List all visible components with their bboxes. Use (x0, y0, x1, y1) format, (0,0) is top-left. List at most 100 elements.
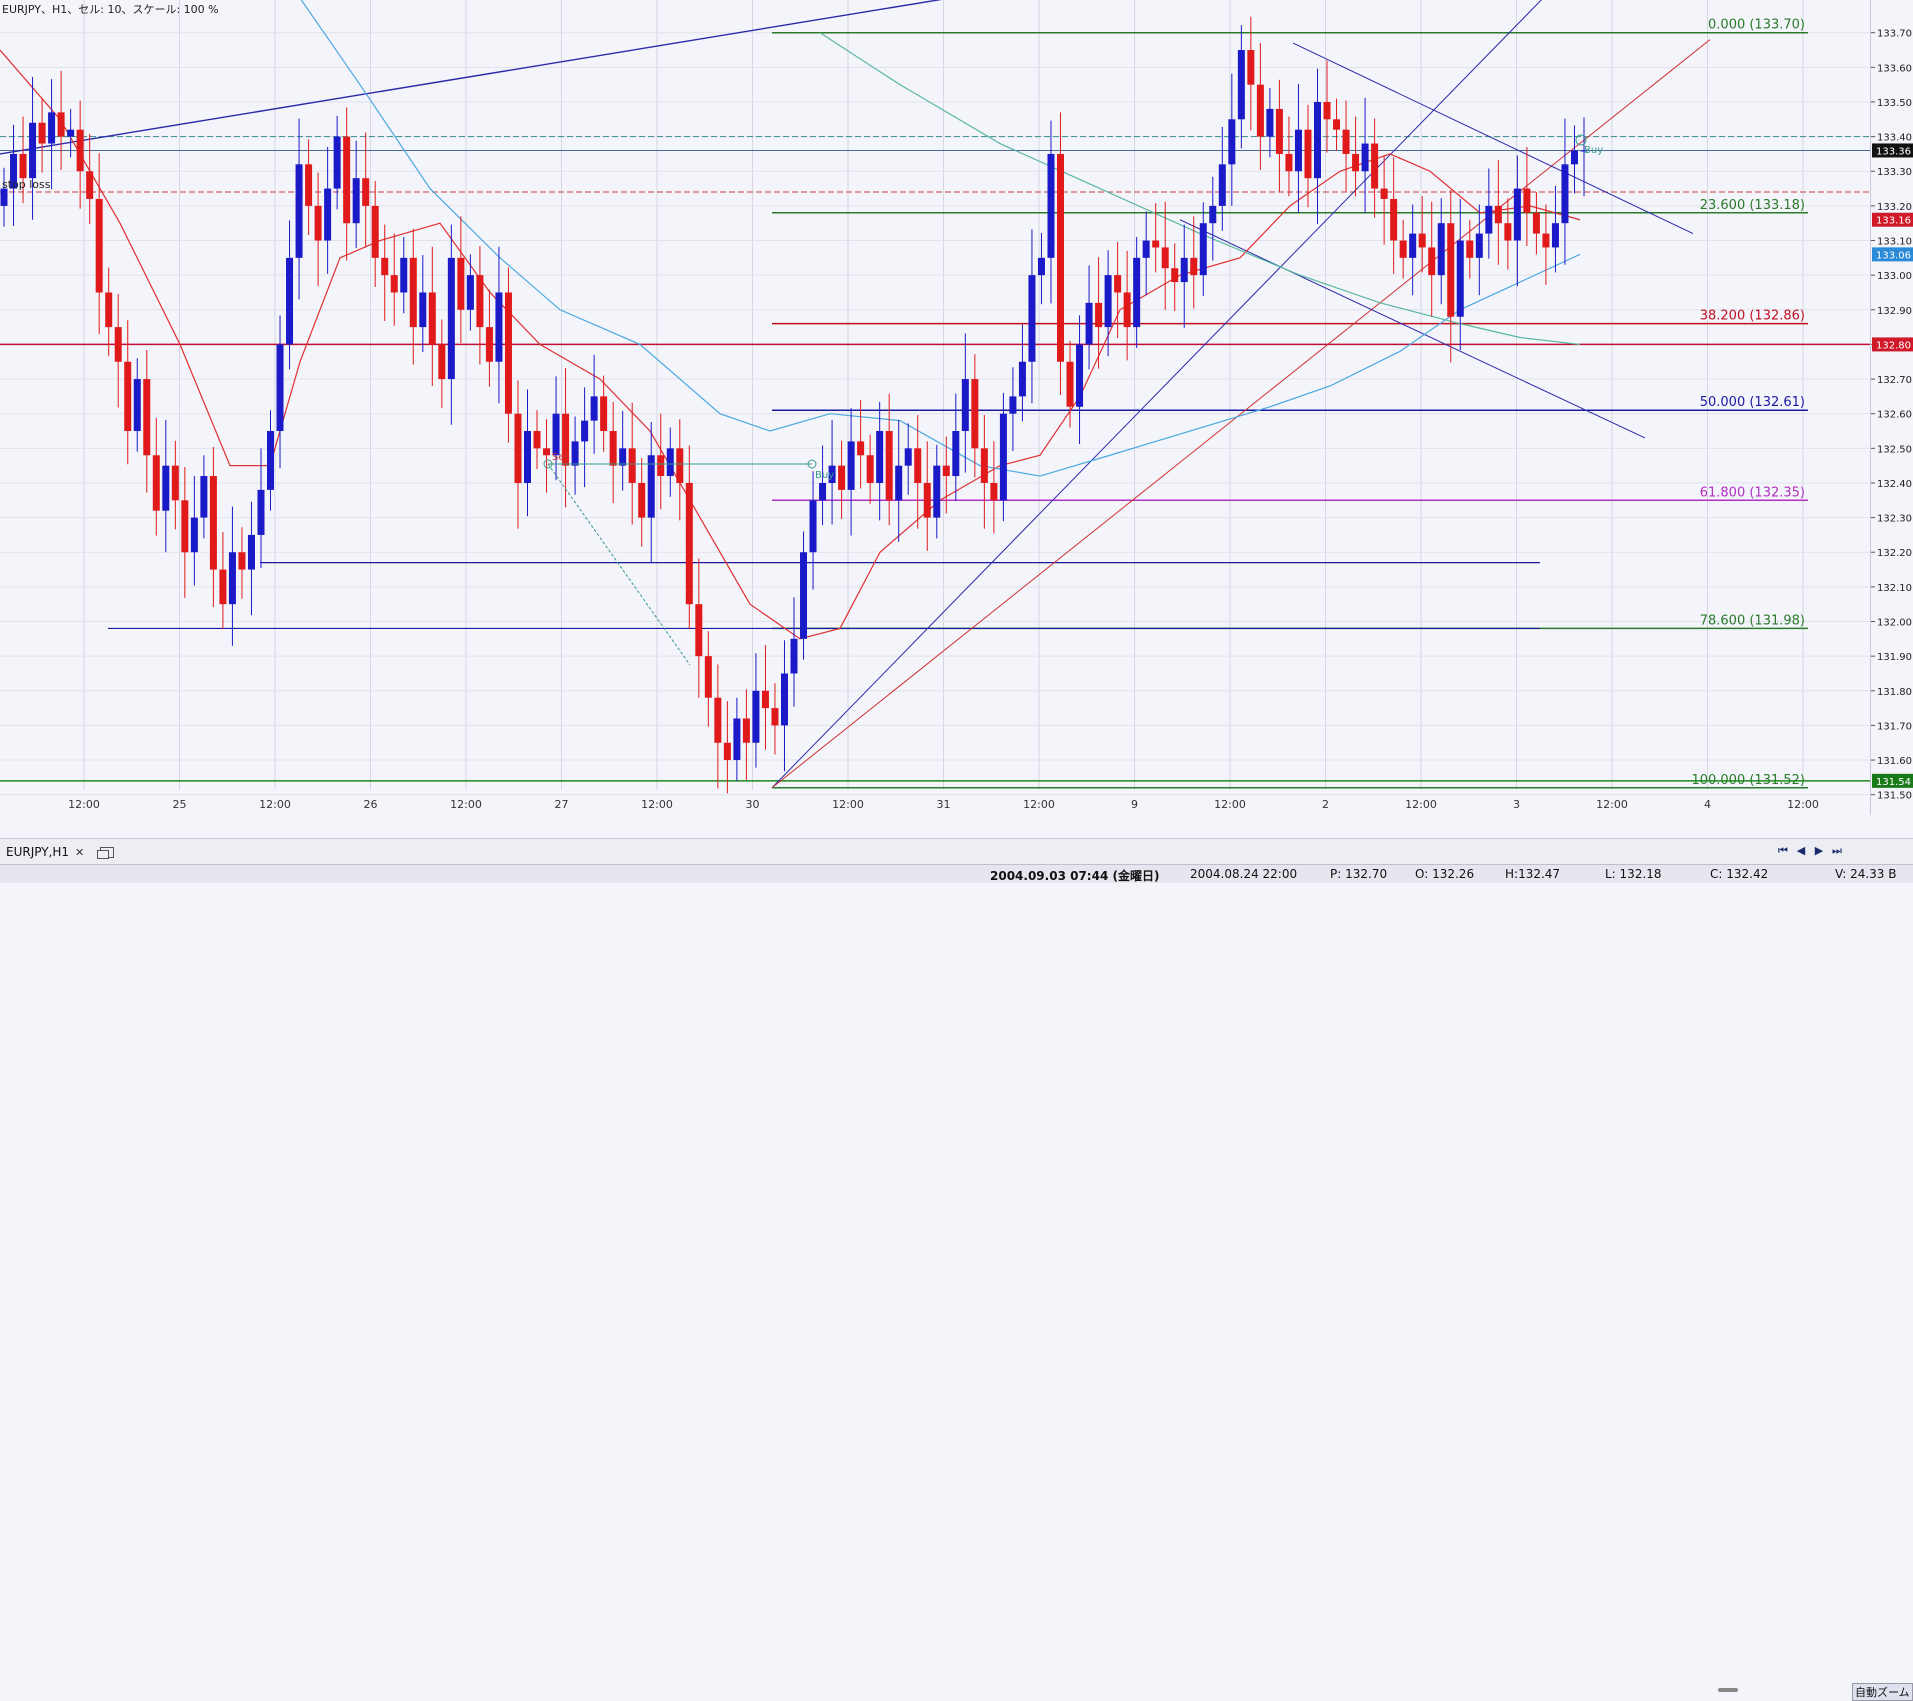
candle-body (1551, 223, 1559, 248)
candle-body (371, 205, 379, 258)
candle-body (457, 257, 465, 310)
candle-body (114, 327, 122, 362)
price-marker-label: 131.54 (1876, 777, 1911, 788)
candle-body (895, 465, 903, 501)
candle-body (819, 482, 827, 501)
candle-body (143, 379, 151, 456)
candle-body (390, 275, 398, 293)
price-tick-label: 132.50 (1877, 444, 1912, 455)
candle-body (562, 413, 570, 466)
channel-line (1292, 42, 1694, 235)
price-axis[interactable]: 133.70 133.60 133.50 133.40 133.30 133.20 133.… (1870, 0, 1913, 815)
candle-body (1380, 188, 1388, 199)
candle-body (247, 534, 255, 570)
fib-level-label: 23.600 (133.18) (1700, 198, 1805, 213)
candle-body (485, 327, 493, 362)
candle-body (1428, 247, 1436, 276)
ema-mid-line (300, 0, 1581, 477)
last-bar-icon[interactable]: ⏭ (1832, 844, 1842, 857)
price-chart[interactable]: 12:00 25 12:00 26 12:00 27 12:00 30 12:00 31 12:00… (0, 0, 1870, 815)
window-restore-icon[interactable] (97, 846, 115, 859)
price-tick-label: 132.60 (1877, 410, 1912, 421)
candle-body (914, 448, 922, 483)
candle-body (324, 188, 332, 241)
close-icon[interactable]: ✕ (75, 845, 85, 859)
chart-title: EURJPY、H1、セル: 10、スケール: 100 % (2, 3, 219, 16)
candle-body (1294, 129, 1302, 172)
candle-body (1057, 153, 1065, 362)
candle-body (1228, 119, 1236, 165)
candle-body (790, 638, 798, 674)
candle-body (362, 178, 370, 206)
candle-body (847, 441, 855, 490)
price-marker-label: 133.16 (1876, 216, 1911, 227)
candle-body (866, 455, 874, 483)
status-low: L: 132.18 (1605, 867, 1662, 881)
time-axis-label: 12:00 (450, 798, 482, 811)
candle-body (1199, 223, 1207, 276)
auto-zoom-button[interactable]: 自動ズーム (1852, 1683, 1913, 1701)
candle-body (1123, 292, 1131, 328)
candle-body (1437, 223, 1445, 276)
candle-body (57, 112, 65, 137)
candle-body (86, 171, 94, 199)
candle-body (381, 257, 389, 276)
scroll-thumb[interactable] (1718, 1688, 1738, 1692)
candle-body (1456, 240, 1464, 317)
candle-body (552, 413, 560, 456)
next-icon[interactable]: ▶ (1814, 844, 1824, 857)
candle-body (267, 431, 275, 490)
price-marker-label: 132.80 (1876, 340, 1911, 351)
candle-body (1323, 101, 1331, 120)
candle-body (1180, 257, 1188, 283)
candle-body (514, 413, 522, 483)
candle-body (1256, 84, 1264, 137)
status-high: H:132.47 (1505, 867, 1561, 881)
candle-body (1009, 396, 1017, 414)
candle-body (1342, 129, 1350, 154)
status-close: C: 132.42 (1710, 867, 1769, 881)
candle-body (657, 455, 665, 477)
price-tick-label: 132.10 (1877, 583, 1912, 594)
candle-body (428, 292, 436, 345)
candle-body (1142, 240, 1150, 258)
candle-body (1028, 275, 1036, 362)
candle-body (742, 718, 750, 743)
price-tick-label: 133.40 (1877, 133, 1912, 144)
stop-loss-label: stop loss (2, 178, 51, 191)
first-bar-icon[interactable]: ⏮ (1778, 844, 1788, 857)
price-tick-label: 132.30 (1877, 514, 1912, 525)
candle-body (1504, 223, 1512, 241)
candle-body (771, 708, 779, 726)
candle-body (571, 441, 579, 466)
candle-body (1104, 275, 1112, 328)
candle-body (171, 465, 179, 501)
candle-body (1409, 233, 1417, 258)
candle-body (1475, 233, 1483, 258)
candle-body (0, 188, 8, 206)
candle-body (904, 448, 912, 466)
candle-body (209, 476, 217, 570)
sell-label: Sell (552, 452, 570, 463)
candle-body (1390, 198, 1398, 241)
candle-body (1171, 268, 1179, 283)
candle-body (809, 500, 817, 553)
candle-body (162, 465, 170, 511)
candle-body (1275, 108, 1283, 154)
chart-tab[interactable]: EURJPY、H1、セル: 10、スケール: 100 % EURJPY,H1 ✕ (0, 842, 120, 862)
candle-body (666, 448, 674, 477)
candle-body (190, 517, 198, 553)
price-marker-label: 133.06 (1876, 250, 1911, 261)
candle-body (1085, 302, 1093, 345)
candle-body (1095, 302, 1103, 328)
price-tick-label: 131.70 (1877, 721, 1912, 732)
candle-body (1152, 240, 1160, 248)
candle-body (76, 129, 84, 172)
buy-label: Buy (1584, 145, 1603, 156)
candle-body (1466, 240, 1474, 258)
candle-body (533, 431, 541, 449)
candle-body (752, 690, 760, 743)
trend-line (771, 0, 1542, 789)
prev-icon[interactable]: ◀ (1796, 844, 1806, 857)
chart-plot-area[interactable]: 12:00 25 12:00 26 12:00 27 12:00 30 12:00 31 12:00… (0, 0, 1870, 815)
